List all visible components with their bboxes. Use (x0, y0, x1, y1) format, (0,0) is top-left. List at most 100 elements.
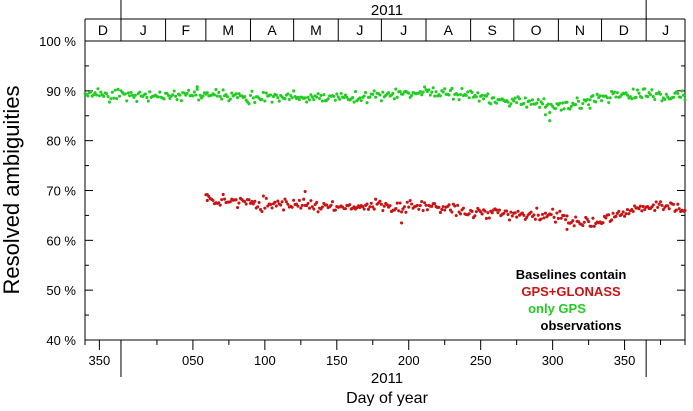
point-only-gps (277, 99, 281, 103)
point-gps-glonass (211, 198, 215, 202)
point-gps-glonass (257, 200, 261, 205)
point-only-gps (230, 91, 234, 95)
point-gps-glonass (480, 212, 484, 216)
point-only-gps (464, 93, 468, 97)
point-gps-glonass (276, 199, 280, 203)
point-only-gps (600, 99, 604, 103)
point-only-gps (482, 97, 486, 101)
point-gps-glonass (585, 217, 589, 221)
point-gps-glonass (421, 208, 425, 213)
point-gps-glonass (251, 202, 255, 206)
legend-entry-gps-glonass: GPS+GLONASS (521, 284, 621, 299)
point-only-gps (588, 98, 592, 102)
y-tick-label: 80 % (46, 134, 76, 149)
point-only-gps (128, 94, 132, 98)
point-only-gps (320, 99, 324, 103)
point-only-gps (392, 97, 396, 101)
point-only-gps (102, 94, 106, 98)
point-only-gps (359, 99, 363, 103)
point-gps-glonass (484, 216, 488, 221)
point-gps-glonass (505, 209, 509, 213)
point-only-gps (438, 94, 442, 98)
point-only-gps (640, 96, 644, 100)
point-gps-glonass (658, 200, 663, 204)
point-gps-glonass (641, 204, 645, 208)
point-gps-glonass (624, 212, 628, 216)
point-gps-glonass (371, 205, 375, 209)
point-gps-glonass (237, 201, 241, 205)
point-only-gps (158, 90, 162, 94)
point-gps-glonass (261, 194, 265, 198)
point-only-gps (221, 88, 225, 92)
point-only-gps (517, 97, 522, 101)
month-label: M (222, 22, 234, 38)
point-only-gps (407, 91, 411, 95)
point-gps-glonass (274, 204, 278, 208)
x-axis-title: Day of year (346, 390, 428, 406)
point-gps-glonass (218, 203, 222, 207)
point-gps-glonass (394, 207, 398, 211)
month-label: O (531, 22, 542, 38)
point-only-gps (625, 93, 629, 97)
point-only-gps (365, 101, 369, 105)
point-only-gps (513, 96, 517, 100)
point-only-gps (319, 93, 323, 97)
point-only-gps (143, 92, 147, 96)
point-only-gps (175, 98, 179, 102)
point-only-gps (129, 90, 133, 94)
point-gps-glonass (310, 205, 314, 209)
point-gps-glonass (280, 200, 284, 204)
point-only-gps (148, 90, 152, 94)
point-gps-glonass (447, 203, 451, 207)
point-only-gps (247, 102, 251, 106)
point-gps-glonass (556, 216, 560, 221)
point-only-gps (484, 94, 488, 98)
point-only-gps (352, 100, 356, 104)
point-only-gps (362, 94, 366, 98)
point-only-gps (530, 98, 535, 102)
point-gps-glonass (284, 200, 288, 204)
point-gps-glonass (572, 224, 576, 228)
point-gps-glonass (640, 209, 644, 213)
point-only-gps (467, 96, 471, 100)
point-gps-glonass (250, 200, 254, 204)
point-only-gps (195, 87, 199, 91)
point-gps-glonass (256, 205, 260, 209)
point-only-gps (427, 88, 431, 92)
point-gps-glonass (307, 206, 312, 210)
point-gps-glonass (490, 211, 494, 215)
point-only-gps (185, 91, 189, 95)
point-gps-glonass (348, 203, 352, 207)
point-gps-glonass (365, 202, 369, 206)
point-only-gps (658, 92, 663, 96)
x-tick-label: 200 (398, 353, 420, 368)
point-gps-glonass (536, 213, 540, 217)
point-gps-glonass (243, 199, 247, 204)
point-only-gps (588, 106, 592, 110)
month-label: J (400, 22, 407, 38)
point-only-gps (162, 97, 166, 101)
point-only-gps (312, 98, 316, 102)
point-only-gps (135, 99, 139, 104)
point-gps-glonass (205, 198, 209, 202)
point-gps-glonass (620, 212, 624, 216)
y-tick-label: 70 % (46, 184, 76, 199)
point-only-gps (205, 91, 209, 95)
point-gps-glonass (564, 218, 568, 222)
point-only-gps (286, 92, 290, 96)
point-only-gps (89, 90, 93, 94)
month-label: M (310, 22, 322, 38)
point-only-gps (630, 97, 634, 101)
month-label: F (181, 22, 190, 38)
point-only-gps (374, 95, 378, 99)
x-tick-label: 250 (470, 353, 492, 368)
point-only-gps (105, 92, 109, 96)
point-only-gps (536, 98, 540, 102)
point-only-gps (178, 93, 182, 97)
point-gps-glonass (654, 200, 658, 204)
point-only-gps (460, 86, 464, 91)
point-only-gps (648, 93, 653, 97)
point-gps-glonass (433, 202, 437, 206)
point-only-gps (379, 99, 383, 103)
point-only-gps (585, 97, 589, 102)
